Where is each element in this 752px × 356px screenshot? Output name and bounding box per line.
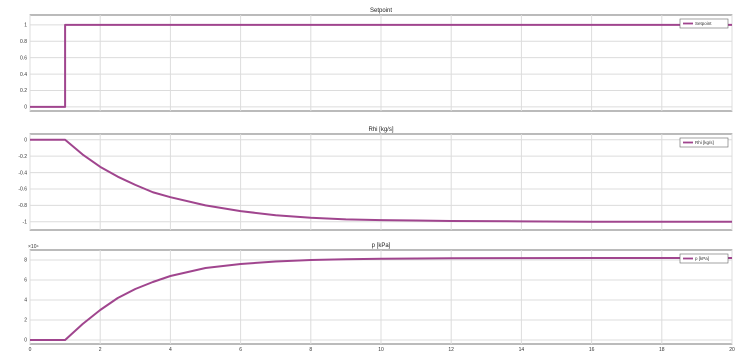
y-exponent-label: ×10⁴ (28, 244, 39, 250)
series-line (30, 23, 732, 108)
y-tick-label: 0.6 (20, 55, 27, 61)
x-tick-label: 0 (29, 347, 32, 353)
legend: Setpoint (679, 18, 729, 29)
x-tick-label: 8 (309, 347, 312, 353)
series-line (30, 138, 732, 223)
scope-panel-3: 0 2 4 6 8 0 2 4 6 8 10 12 14 16 18 20 ×10⁴ p [kPa] p [kPa] (24, 243, 735, 353)
y-tick-label: 0.2 (20, 88, 27, 94)
y-tick-label: 1 (24, 23, 27, 29)
y-tick-label: -0.8 (18, 203, 27, 209)
x-tick-label: 4 (169, 347, 172, 353)
x-tick-label: 14 (519, 347, 525, 353)
legend-box (679, 18, 729, 29)
series-line (30, 257, 732, 341)
y-tick-label: -0.4 (18, 170, 27, 176)
x-tick-label: 2 (99, 347, 102, 353)
scope-panel-2: 0 -0.2 -0.4 -0.6 -0.8 -1 Rhi [kg/s] Rhi [kg/s] (18, 127, 733, 231)
y-tick-label: 0 (24, 338, 27, 344)
y-tick-label: 0.8 (20, 39, 27, 45)
y-tick-label: 0 (24, 137, 27, 143)
y-tick-label: 6 (24, 278, 27, 284)
legend-box (679, 253, 729, 264)
y-tick-label: 8 (24, 258, 27, 264)
y-tick-label: 2 (24, 318, 27, 324)
legend-label: Rhi [kg/s] (695, 140, 714, 145)
x-tick-label: 10 (378, 347, 384, 353)
legend-label: Setpoint (695, 21, 712, 26)
panel-title: Rhi [kg/s] (368, 127, 393, 133)
x-tick-label: 12 (448, 347, 454, 353)
x-tick-label: 20 (729, 347, 735, 353)
scope-panel-1: 0 0.2 0.4 0.6 0.8 1 Setpoint Setpoint (20, 8, 733, 112)
panel-title: p [kPa] (372, 243, 391, 249)
x-tick-label: 18 (659, 347, 665, 353)
legend: p [kPa] (679, 253, 729, 264)
y-tick-label: -1 (23, 219, 28, 225)
legend-label: p [kPa] (695, 256, 709, 261)
y-tick-label: 0 (24, 105, 27, 111)
legend: Rhi [kg/s] (679, 137, 729, 148)
y-tick-label: -0.6 (18, 187, 27, 193)
y-tick-label: 0.4 (20, 72, 27, 78)
x-tick-label: 16 (589, 347, 595, 353)
y-tick-label: 4 (24, 298, 27, 304)
x-tick-label: 6 (239, 347, 242, 353)
panel-title: Setpoint (370, 8, 392, 14)
y-tick-label: -0.2 (18, 154, 27, 160)
legend-box (679, 137, 729, 148)
